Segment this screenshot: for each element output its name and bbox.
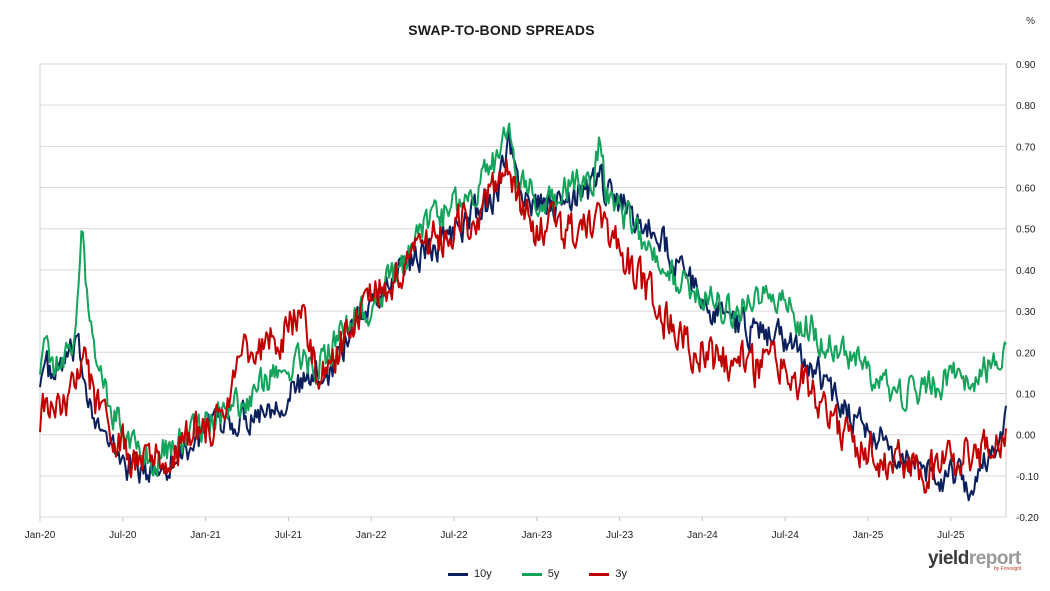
series-line-5y — [39, 122, 1007, 478]
legend-item-5y: 5y — [521, 568, 560, 580]
y-tick-label: -0.20 — [1016, 513, 1039, 524]
y-tick-label: 0.50 — [1016, 225, 1036, 236]
legend-label: 3y — [615, 568, 627, 580]
logo-part2: report — [968, 548, 1021, 569]
x-tick-label: Jul-20 — [109, 530, 137, 541]
y-tick-label: 0.90 — [1016, 60, 1036, 71]
grid-layer — [40, 63, 1006, 518]
y-tick-label: 0.00 — [1016, 431, 1036, 442]
y-tick-label: 0.20 — [1016, 348, 1036, 359]
legend-item-10y: 10y — [448, 568, 492, 580]
x-tick-label: Jul-22 — [440, 530, 468, 541]
x-tick-label: Jul-21 — [275, 530, 303, 541]
y-tick-label: -0.10 — [1016, 472, 1039, 483]
legend-swatch — [589, 572, 610, 576]
x-tick-label: Jan-20 — [25, 530, 56, 541]
y-tick-label: 0.60 — [1016, 184, 1036, 195]
legend-item-3y: 3y — [589, 568, 627, 580]
yieldreport-logo: yieldreport — [928, 548, 1021, 570]
x-tick-label: Jan-23 — [522, 530, 553, 541]
logo-tagline: by Foresight — [994, 566, 1022, 572]
legend: 10y 5y 3y — [448, 568, 627, 580]
logo-part1: yield — [928, 548, 969, 569]
series-line-3y — [39, 158, 1007, 494]
y-tick-label: 0.40 — [1016, 266, 1036, 277]
y-axis: 0.90 0.80 0.70 0.60 0.50 0.40 0.30 0.20 0.10 0.00… — [1016, 60, 1039, 524]
x-tick-label: Jan-22 — [356, 530, 387, 541]
x-tick-label: Jul-23 — [606, 530, 634, 541]
x-tick-label: Jan-24 — [687, 530, 718, 541]
unit-label: % — [1026, 16, 1035, 27]
x-axis: Jan-20 Jul-20 Jan-21 Jul-21 Jan-22 Jul-22 Jan-… — [25, 517, 965, 541]
x-tick-label: Jan-21 — [190, 530, 221, 541]
x-tick-label: Jul-25 — [937, 530, 965, 541]
x-tick-label: Jul-24 — [772, 530, 800, 541]
series-layer — [39, 122, 1007, 502]
y-tick-label: 0.30 — [1016, 307, 1036, 318]
y-tick-label: 0.70 — [1016, 142, 1036, 153]
legend-label: 10y — [474, 568, 492, 580]
plot-area — [39, 63, 1007, 518]
y-tick-label: 0.10 — [1016, 389, 1036, 400]
x-tick-label: Jan-25 — [853, 530, 884, 541]
y-tick-label: 0.80 — [1016, 101, 1036, 112]
legend-label: 5y — [547, 568, 560, 580]
legend-swatch — [448, 572, 468, 576]
chart-title: SWAP-TO-BOND SPREADS — [408, 22, 595, 38]
legend-swatch — [521, 572, 542, 576]
